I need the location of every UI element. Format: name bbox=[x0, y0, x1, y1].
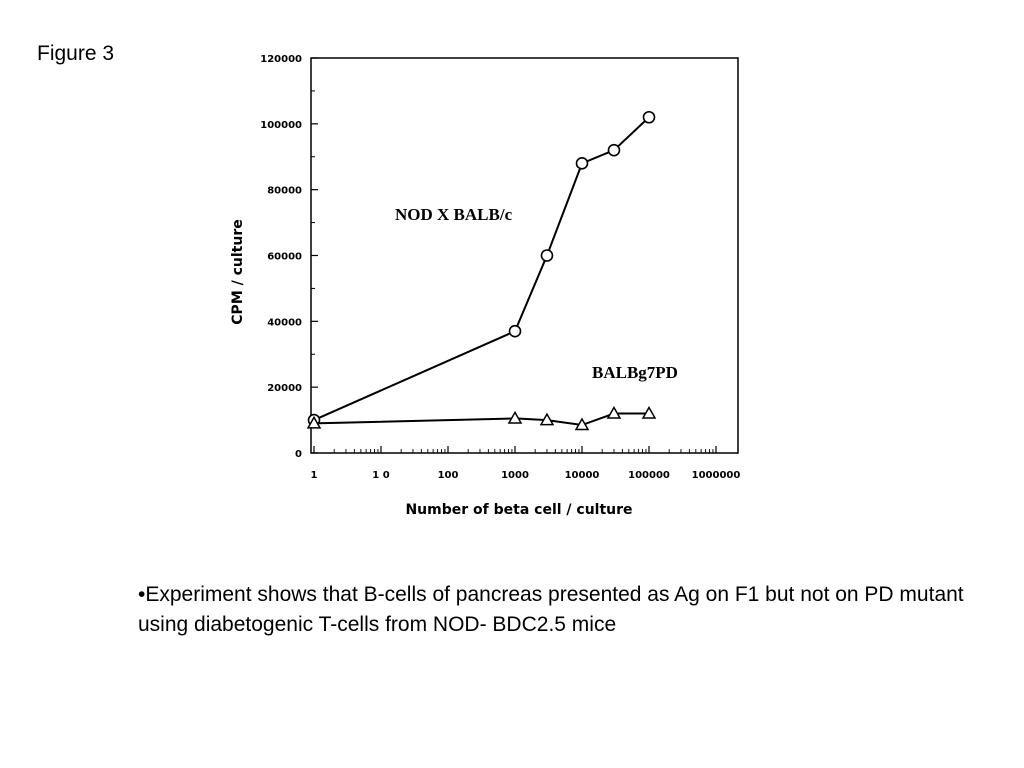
y-tick-label: 100000 bbox=[260, 120, 302, 131]
data-point-circle bbox=[540, 249, 554, 262]
axis-ticks: 0 20000 40000 60000 80000 100000 120000 1 1 0 100… bbox=[260, 54, 740, 481]
x-tick-label: 1000 bbox=[501, 470, 529, 481]
figure-title: Figure 3 bbox=[37, 42, 115, 65]
x-tick-label: 10000 bbox=[565, 470, 600, 481]
series-line-0 bbox=[313, 116, 650, 421]
series-label-nod-x-balbc: NOD X BALB/c bbox=[395, 205, 513, 224]
series-line-1 bbox=[313, 412, 649, 427]
y-tick-label: 40000 bbox=[267, 317, 302, 328]
y-tick-label: 120000 bbox=[260, 54, 302, 65]
data-point-circle bbox=[575, 157, 589, 170]
x-axis-title: Number of beta cell / culture bbox=[405, 502, 632, 518]
data-point-circle bbox=[508, 324, 522, 338]
y-axis-title: CPM / culture bbox=[230, 219, 246, 324]
x-tick-label: 1 0 bbox=[372, 470, 389, 481]
data-point-triangle bbox=[539, 412, 555, 426]
series-layer bbox=[306, 110, 657, 431]
x-tick-label: 1000000 bbox=[692, 470, 741, 481]
data-point-triangle bbox=[606, 405, 622, 419]
data-point-triangle bbox=[507, 410, 523, 424]
x-tick-label: 100000 bbox=[628, 470, 670, 481]
x-tick-label: 100 bbox=[438, 470, 459, 481]
data-point-circle bbox=[607, 143, 621, 157]
data-point-triangle bbox=[641, 405, 657, 419]
y-tick-label: 20000 bbox=[267, 383, 302, 394]
y-tick-label: 60000 bbox=[267, 252, 302, 263]
y-tick-label: 80000 bbox=[267, 186, 302, 197]
caption-text: •Experiment shows that B-cells of pancre… bbox=[138, 583, 964, 636]
line-chart: 0 20000 40000 60000 80000 100000 120000 1 1 0 100… bbox=[230, 54, 740, 518]
series-label-balbg7pd: BALBg7PD bbox=[592, 363, 678, 382]
y-tick-label: 0 bbox=[295, 449, 302, 460]
data-point-triangle bbox=[306, 415, 322, 429]
data-point-circle bbox=[642, 110, 656, 124]
x-tick-label: 1 bbox=[311, 470, 318, 481]
data-point-triangle bbox=[574, 417, 590, 431]
